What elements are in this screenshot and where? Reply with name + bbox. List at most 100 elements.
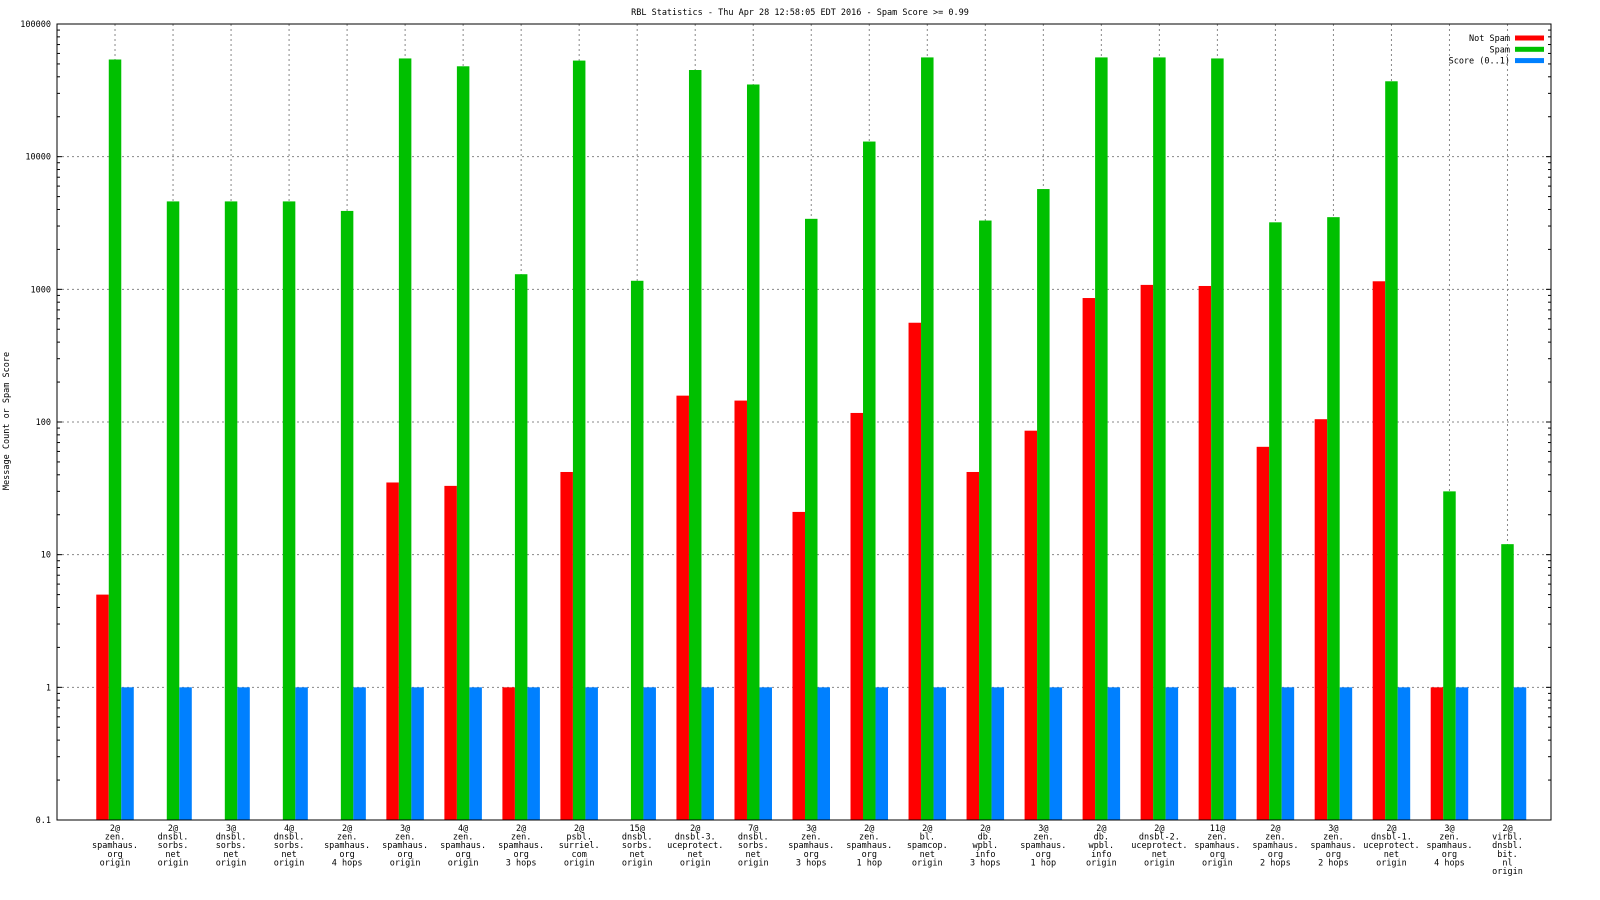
x-category-label: 2@ zen. spamhaus. org 3 hops (498, 824, 544, 868)
bar-not-spam (1430, 687, 1444, 820)
x-category-label-line: origin (158, 858, 189, 868)
bar-spam (1269, 222, 1282, 820)
x-category-label-line: org (1442, 850, 1457, 860)
x-category-label-line: 3@ (1444, 824, 1454, 834)
x-category-label: 2@ dnsbl-2. uceprotect. net origin (1131, 824, 1187, 868)
bar-spam (1211, 58, 1224, 821)
x-category-label-line: 2@ (1096, 824, 1106, 834)
x-category-label-line: 2@ (1270, 824, 1280, 834)
bar-score-0-1 (585, 687, 598, 820)
x-category-label-line: spamhaus. (382, 841, 428, 851)
bar-spam (282, 201, 296, 820)
x-category-label-line: net (223, 850, 238, 860)
x-category-label-line: org (513, 850, 528, 860)
x-category-label-line: zen. (1033, 833, 1053, 843)
x-category-label-line: spamhaus. (788, 841, 834, 851)
bar-score-0-1 (643, 687, 656, 820)
bar-not-spam (966, 471, 980, 820)
y-tick-label: 10 (41, 551, 51, 561)
x-category-label-line: spamhaus. (92, 841, 138, 851)
y-tick-labels: 0.1 1 10 100 1000 10000 100000 (20, 20, 51, 826)
x-category-label: 15@ dnsbl. sorbs. net origin (622, 824, 653, 868)
y-tick-label: 100 (36, 418, 51, 428)
x-category-label-line: 3 hops (796, 858, 827, 868)
bar-score-0-1 (1455, 687, 1469, 820)
x-category-label-line: zen. (105, 833, 125, 843)
y-tick-label: 1000 (31, 285, 51, 295)
x-category-label: 2@ dnsbl-3. uceprotect. net origin (667, 824, 723, 868)
bar-not-spam (676, 395, 689, 820)
x-category-label-line: sorbs. (216, 841, 247, 851)
x-category-label-line: db. (1094, 833, 1109, 843)
x-category-label-line: sorbs. (738, 841, 769, 851)
x-category-label-line: 2@ (690, 824, 700, 834)
x-category-label-line: 3@ (226, 824, 236, 834)
bar-spam (1327, 217, 1340, 821)
bar-not-spam (1314, 419, 1328, 820)
x-category-label-line: 4 hops (332, 858, 363, 868)
x-category-label-line: zen. (801, 833, 821, 843)
x-category-label-line: 2 hops (1260, 858, 1291, 868)
x-category-label-line: org (1268, 850, 1283, 860)
x-category-label-line: 3@ (806, 824, 816, 834)
x-category-label-line: org (455, 850, 470, 860)
x-category-label-line: 1 hop (1031, 858, 1057, 868)
x-category-label-line: spamhaus. (1194, 841, 1240, 851)
x-category-label: 3@ zen. spamhaus. org 1 hop (1020, 824, 1066, 868)
x-category-label: 2@ zen. spamhaus. org origin (92, 824, 138, 868)
x-category-label-line: origin (1144, 858, 1175, 868)
y-tick-label: 1 (46, 683, 51, 693)
x-category-label-line: origin (274, 858, 305, 868)
bar-score-0-1 (295, 687, 308, 820)
x-category-label: 2@ bl. spamcop. net origin (907, 824, 948, 868)
x-category-label-line: org (107, 850, 122, 860)
x-category-label-line: nl (1502, 858, 1512, 868)
bar-not-spam (792, 511, 806, 820)
x-category-label-line: 2@ (1154, 824, 1164, 834)
bar-spam (1443, 491, 1456, 820)
x-category-label-line: org (1036, 850, 1051, 860)
bar-spam (224, 201, 238, 820)
x-category-label: 11@ zen. spamhaus. org origin (1194, 824, 1240, 868)
x-category-label-line: 3@ (1328, 824, 1338, 834)
x-category-label-line: origin (1202, 858, 1233, 868)
bar-not-spam (1372, 281, 1386, 820)
bar-score-0-1 (527, 687, 540, 820)
x-category-label-line: net (1152, 850, 1167, 860)
bar-spam (1095, 57, 1108, 821)
x-category-label-line: zen. (1207, 833, 1227, 843)
x-category-label: 2@ zen. spamhaus. org 1 hop (846, 824, 892, 868)
x-category-label-line: db. (978, 833, 993, 843)
x-category-label-line: dnsbl. (274, 833, 305, 843)
bar-score-0-1 (933, 687, 947, 820)
legend-swatch (1515, 46, 1544, 52)
x-category-label: 2@ zen. spamhaus. org 4 hops (324, 824, 370, 868)
x-category-label: 2@ psbl. surriel. com origin (559, 824, 600, 868)
bar-score-0-1 (1165, 687, 1179, 820)
x-category-label-line: bit. (1497, 850, 1517, 860)
x-category-label-line: spamhaus. (1426, 841, 1472, 851)
x-category-label-line: origin (564, 858, 595, 868)
x-category-label-line: spamhaus. (1310, 841, 1356, 851)
x-category-label-line: wpbl. (973, 841, 999, 851)
x-category-label: 2@ dnsbl-1. uceprotect. net origin (1363, 824, 1419, 868)
x-category-label-line: zen. (395, 833, 415, 843)
bar-not-spam (502, 687, 515, 820)
bar-not-spam (560, 471, 573, 820)
x-category-label-line: 3@ (400, 824, 410, 834)
bar-spam (863, 141, 876, 821)
y-tick-label: 100000 (20, 20, 51, 30)
bar-spam (108, 59, 122, 820)
x-category-label-line: zen. (1323, 833, 1343, 843)
bar-spam (1385, 81, 1398, 821)
bar-score-0-1 (1339, 687, 1353, 820)
x-category-label-line: org (339, 850, 354, 860)
bar-not-spam (850, 412, 864, 820)
bar-not-spam (1140, 284, 1154, 820)
x-category-label-line: 2@ (980, 824, 990, 834)
x-category-label-line: origin (912, 858, 943, 868)
x-category-label-line: 2@ (1386, 824, 1396, 834)
bar-spam (746, 84, 760, 821)
x-category-label-line: org (397, 850, 412, 860)
